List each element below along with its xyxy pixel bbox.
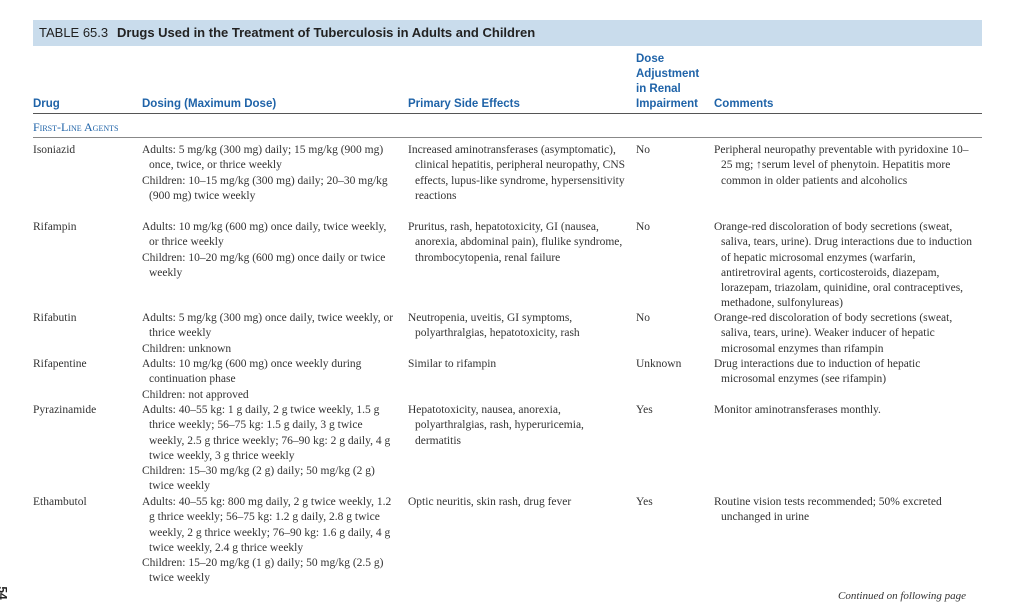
comments-cell: Monitor aminotransferases monthly. bbox=[714, 403, 976, 418]
comments-cell: Drug interactions due to induction of he… bbox=[714, 357, 976, 388]
drug-name-cell: Ethambutol bbox=[33, 496, 87, 508]
page-number: 54 bbox=[0, 586, 10, 600]
renal-adjustment-cell: Yes bbox=[636, 404, 653, 416]
comments: Routine vision tests recommended; 50% ex… bbox=[714, 496, 942, 524]
dosing: Adults: 40–55 kg: 1 g daily, 2 g twice w… bbox=[142, 404, 391, 462]
side-effects-cell: Neutropenia, uveitis, GI symptoms, polya… bbox=[408, 311, 630, 342]
renal-adjustment-cell: No bbox=[636, 221, 651, 233]
dosing-cell: Adults: 10 mg/kg (600 mg) once weekly du… bbox=[142, 357, 394, 403]
dosing: Children: 15–20 mg/kg (1 g) daily; 50 mg… bbox=[142, 557, 384, 585]
side-effects: Neutropenia, uveitis, GI symptoms, polya… bbox=[408, 312, 580, 340]
drug-name-cell: Isoniazid bbox=[33, 144, 76, 156]
column-header: Dosing (Maximum Dose) bbox=[142, 98, 277, 110]
comments-cell: Orange-red discoloration of body secreti… bbox=[714, 220, 976, 312]
dosing: Children: not approved bbox=[142, 388, 249, 401]
drug-name-cell: Rifampin bbox=[33, 221, 77, 233]
continued-note: Continued on following page bbox=[838, 590, 967, 602]
comments: Peripheral neuropathy preventable with p… bbox=[714, 144, 969, 187]
dosing: Adults: 10 mg/kg (600 mg) once daily, tw… bbox=[142, 221, 387, 249]
comments-cell: Routine vision tests recommended; 50% ex… bbox=[714, 495, 976, 526]
drug-name-cell: Pyrazinamide bbox=[33, 404, 97, 416]
dosing-cell: Adults: 5 mg/kg (300 mg) once daily, twi… bbox=[142, 311, 394, 357]
dosing-cell: Adults: 5 mg/kg (300 mg) daily; 15 mg/kg… bbox=[142, 143, 394, 204]
renal-adjustment-cell: Yes bbox=[636, 496, 653, 508]
renal-adjustment-cell: Unknown bbox=[636, 358, 682, 370]
side-effects: Pruritus, rash, hepatotoxicity, GI (naus… bbox=[408, 221, 623, 264]
side-effects-cell: Increased aminotransferases (asymptomati… bbox=[408, 143, 630, 204]
dosing: Children: 10–15 mg/kg (300 mg) daily; 20… bbox=[142, 174, 388, 202]
renal-adjustment-cell: No bbox=[636, 312, 651, 324]
column-header: Comments bbox=[714, 98, 774, 110]
comments-cell: Orange-red discoloration of body secreti… bbox=[714, 311, 976, 357]
side-effects: Hepatotoxicity, nausea, anorexia, polyar… bbox=[408, 404, 584, 447]
dosing: Adults: 40–55 kg: 800 mg daily, 2 g twic… bbox=[142, 496, 392, 554]
dosing-cell: Adults: 40–55 kg: 1 g daily, 2 g twice w… bbox=[142, 403, 394, 495]
side-effects-cell: Similar to rifampin bbox=[408, 357, 630, 372]
dosing-cell: Adults: 40–55 kg: 800 mg daily, 2 g twic… bbox=[142, 495, 394, 587]
header-rule bbox=[33, 113, 982, 114]
dosing: Adults: 5 mg/kg (300 mg) daily; 15 mg/kg… bbox=[142, 144, 384, 172]
dosing: Adults: 5 mg/kg (300 mg) once daily, twi… bbox=[142, 312, 394, 340]
drug-name-cell: Rifabutin bbox=[33, 312, 77, 324]
table-label: TABLE 65.3 bbox=[39, 25, 109, 40]
section-rule bbox=[33, 137, 982, 138]
column-header: Dose Adjustment in Renal Impairment bbox=[636, 53, 700, 110]
side-effects: Optic neuritis, skin rash, drug fever bbox=[408, 496, 572, 508]
side-effects: Increased aminotransferases (asymptomati… bbox=[408, 144, 626, 202]
dosing-cell: Adults: 10 mg/kg (600 mg) once daily, tw… bbox=[142, 220, 394, 281]
column-header: Drug bbox=[33, 98, 60, 110]
renal-adjustment-cell: No bbox=[636, 144, 651, 156]
section-title: First-Line Agents bbox=[33, 120, 119, 134]
drug-name-cell: Rifapentine bbox=[33, 358, 87, 370]
dosing: Children: 10–20 mg/kg (600 mg) once dail… bbox=[142, 251, 386, 279]
side-effects-cell: Optic neuritis, skin rash, drug fever bbox=[408, 495, 630, 510]
side-effects-cell: Pruritus, rash, hepatotoxicity, GI (naus… bbox=[408, 220, 630, 266]
comments: Orange-red discoloration of body secreti… bbox=[714, 312, 953, 355]
comments: Drug interactions due to induction of he… bbox=[714, 358, 921, 386]
dosing: Children: 15–30 mg/kg (2 g) daily; 50 mg… bbox=[142, 465, 375, 493]
table-header: TABLE 65.3 Drugs Used in the Treatment o… bbox=[33, 20, 982, 46]
side-effects-cell: Hepatotoxicity, nausea, anorexia, polyar… bbox=[408, 403, 630, 449]
table-title: Drugs Used in the Treatment of Tuberculo… bbox=[117, 25, 536, 40]
comments: Orange-red discoloration of body secreti… bbox=[714, 221, 973, 310]
comments: Monitor aminotransferases monthly. bbox=[714, 404, 881, 416]
dosing: Adults: 10 mg/kg (600 mg) once weekly du… bbox=[142, 358, 362, 386]
side-effects: Similar to rifampin bbox=[408, 358, 497, 370]
dosing: Children: unknown bbox=[142, 342, 232, 355]
column-header: Primary Side Effects bbox=[408, 98, 520, 110]
comments-cell: Peripheral neuropathy preventable with p… bbox=[714, 143, 976, 189]
